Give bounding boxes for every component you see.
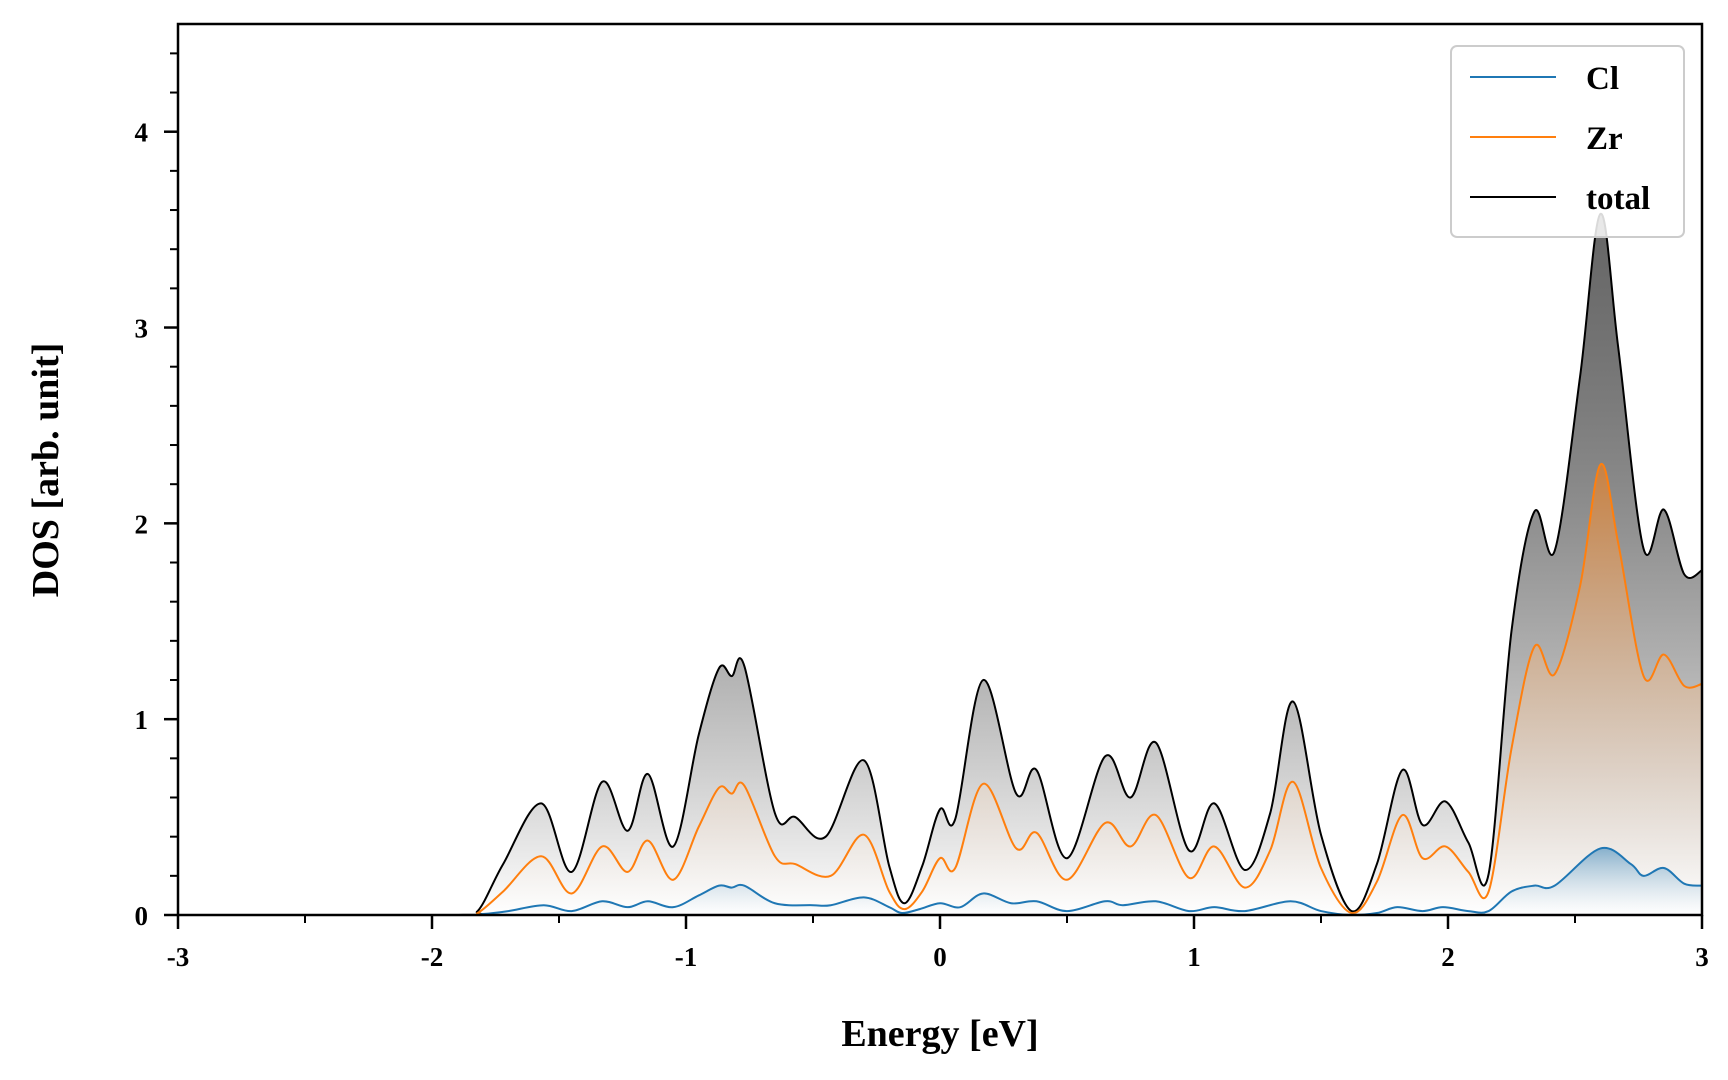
legend-label-total: total <box>1586 181 1650 217</box>
series-lines <box>178 212 1702 915</box>
x-tick-label: 2 <box>1441 942 1455 972</box>
x-tick-label: -3 <box>167 942 190 972</box>
y-axis-label: DOS [arb. unit] <box>25 343 67 597</box>
series-area-zr <box>178 463 1702 915</box>
x-tick-label: 3 <box>1695 942 1709 972</box>
y-tick-label: 2 <box>135 509 149 539</box>
x-axis-ticks: -3 -2 -1 0 1 2 3 <box>167 915 1709 972</box>
legend-box <box>1450 45 1685 238</box>
x-tick-label: 0 <box>933 942 947 972</box>
series-area-cl <box>178 847 1702 915</box>
x-tick-label: 1 <box>1187 942 1201 972</box>
y-tick-label: 0 <box>135 901 149 931</box>
legend: Cl Zr total <box>1450 45 1685 238</box>
y-tick-label: 4 <box>135 118 149 148</box>
x-axis-label: Energy [eV] <box>841 1013 1038 1055</box>
series-fills <box>178 213 1702 915</box>
series-line-total <box>178 212 1702 915</box>
y-tick-label: 3 <box>135 314 149 344</box>
series-line-zr <box>178 463 1702 915</box>
y-axis-ticks: 0 1 2 3 4 <box>135 52 178 931</box>
legend-label-cl: Cl <box>1586 61 1619 97</box>
series-line-cl <box>178 846 1702 915</box>
legend-label-zr: Zr <box>1586 121 1623 157</box>
x-tick-label: -2 <box>421 942 444 972</box>
y-tick-label: 1 <box>135 705 149 735</box>
x-tick-label: -1 <box>675 942 698 972</box>
